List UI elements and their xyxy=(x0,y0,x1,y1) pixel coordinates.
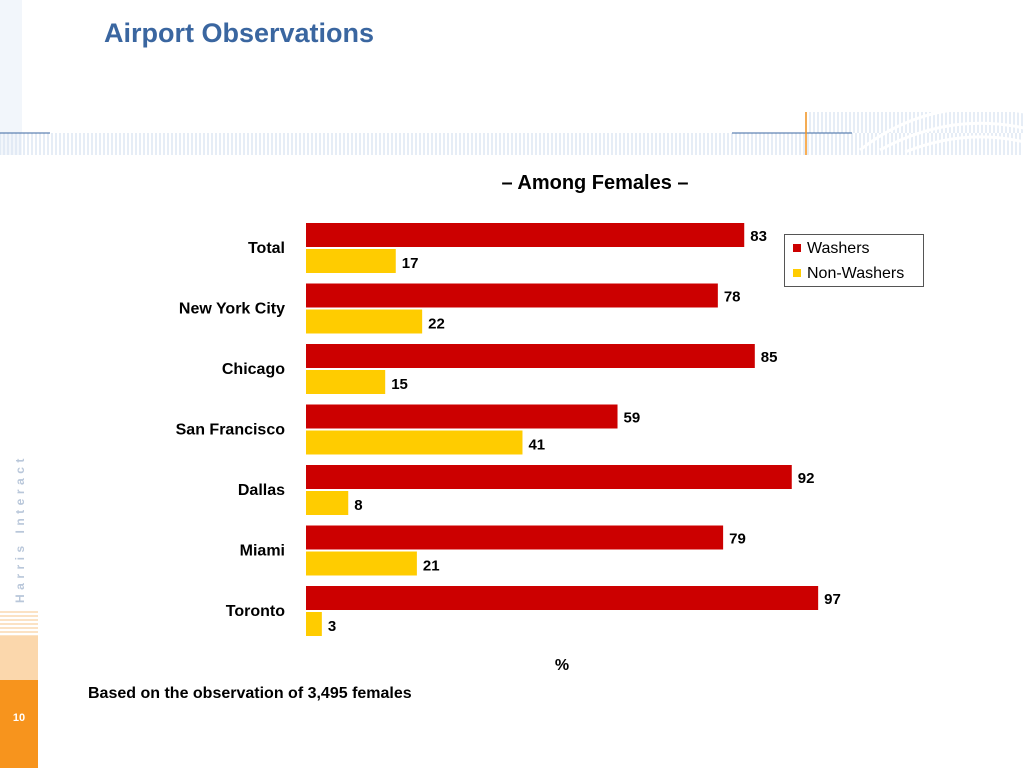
category-label-toronto: Toronto xyxy=(226,603,285,620)
data-label-washers-new-york-city: 78 xyxy=(724,289,741,306)
legend-item-non-washers: Non-Washers xyxy=(793,265,904,283)
category-label-chicago: Chicago xyxy=(222,361,285,378)
legend-label-non-washers: Non-Washers xyxy=(807,265,905,282)
data-label-washers-dallas: 92 xyxy=(798,470,815,487)
legend-swatch-non-washers xyxy=(793,269,801,277)
bar-non-washers-dallas xyxy=(306,491,349,515)
bar-washers-new-york-city xyxy=(306,283,718,308)
legend-item-washers: Washers xyxy=(793,240,870,258)
data-label-non-washers-chicago: 15 xyxy=(391,376,408,393)
legend-swatch-washers xyxy=(793,244,801,252)
data-label-non-washers-total: 17 xyxy=(402,255,419,272)
bar-washers-dallas xyxy=(306,465,792,489)
bar-washers-chicago xyxy=(306,344,755,368)
bar-non-washers-new-york-city xyxy=(306,309,423,334)
chart-title: – Among Females – xyxy=(501,172,689,194)
bar-non-washers-san-francisco xyxy=(306,430,523,455)
swoosh-logo-mark xyxy=(859,106,1024,154)
bar-washers-san-francisco xyxy=(306,404,618,429)
bar-non-washers-miami xyxy=(306,551,417,576)
page-title: Airport Observations xyxy=(104,18,375,48)
category-label-dallas: Dallas xyxy=(238,482,285,499)
category-label-san-francisco: San Francisco xyxy=(176,422,286,439)
brand-wordmark: Harris Interactive xyxy=(13,455,27,603)
data-label-washers-chicago: 85 xyxy=(761,349,778,366)
chart-legend: Washers Non-Washers xyxy=(784,234,924,287)
brand-text: Harris Interactive xyxy=(13,455,27,603)
data-label-non-washers-san-francisco: 41 xyxy=(528,437,545,454)
x-axis-label: % xyxy=(555,657,569,674)
bar-washers-toronto xyxy=(306,586,819,610)
bar-non-washers-chicago xyxy=(306,370,386,394)
data-label-non-washers-miami: 21 xyxy=(423,558,440,575)
data-label-non-washers-dallas: 8 xyxy=(354,497,362,514)
legend-label-washers: Washers xyxy=(807,240,870,257)
footnote: Based on the observation of 3,495 female… xyxy=(88,685,412,702)
bar-non-washers-toronto xyxy=(306,612,322,636)
data-label-washers-total: 83 xyxy=(750,228,767,245)
data-label-washers-san-francisco: 59 xyxy=(624,410,641,427)
data-label-non-washers-toronto: 3 xyxy=(328,618,336,635)
bar-washers-total xyxy=(306,223,745,247)
category-label-total: Total xyxy=(248,240,285,257)
left-stripe-block xyxy=(0,0,22,155)
data-label-washers-miami: 79 xyxy=(729,531,746,548)
bar-washers-miami xyxy=(306,525,724,550)
page-number: 10 xyxy=(12,712,26,724)
category-label-miami: Miami xyxy=(240,543,285,560)
header-stripe-band xyxy=(0,112,1023,155)
category-label-new-york-city: New York City xyxy=(179,301,285,318)
data-label-washers-toronto: 97 xyxy=(824,591,841,608)
page-tab-light xyxy=(0,636,38,680)
bar-non-washers-total xyxy=(306,249,396,273)
page-number-tab xyxy=(0,680,38,768)
data-label-non-washers-new-york-city: 22 xyxy=(428,316,445,333)
